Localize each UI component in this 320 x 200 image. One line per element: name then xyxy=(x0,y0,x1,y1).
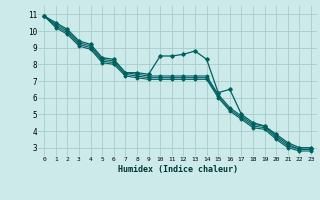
X-axis label: Humidex (Indice chaleur): Humidex (Indice chaleur) xyxy=(118,165,238,174)
